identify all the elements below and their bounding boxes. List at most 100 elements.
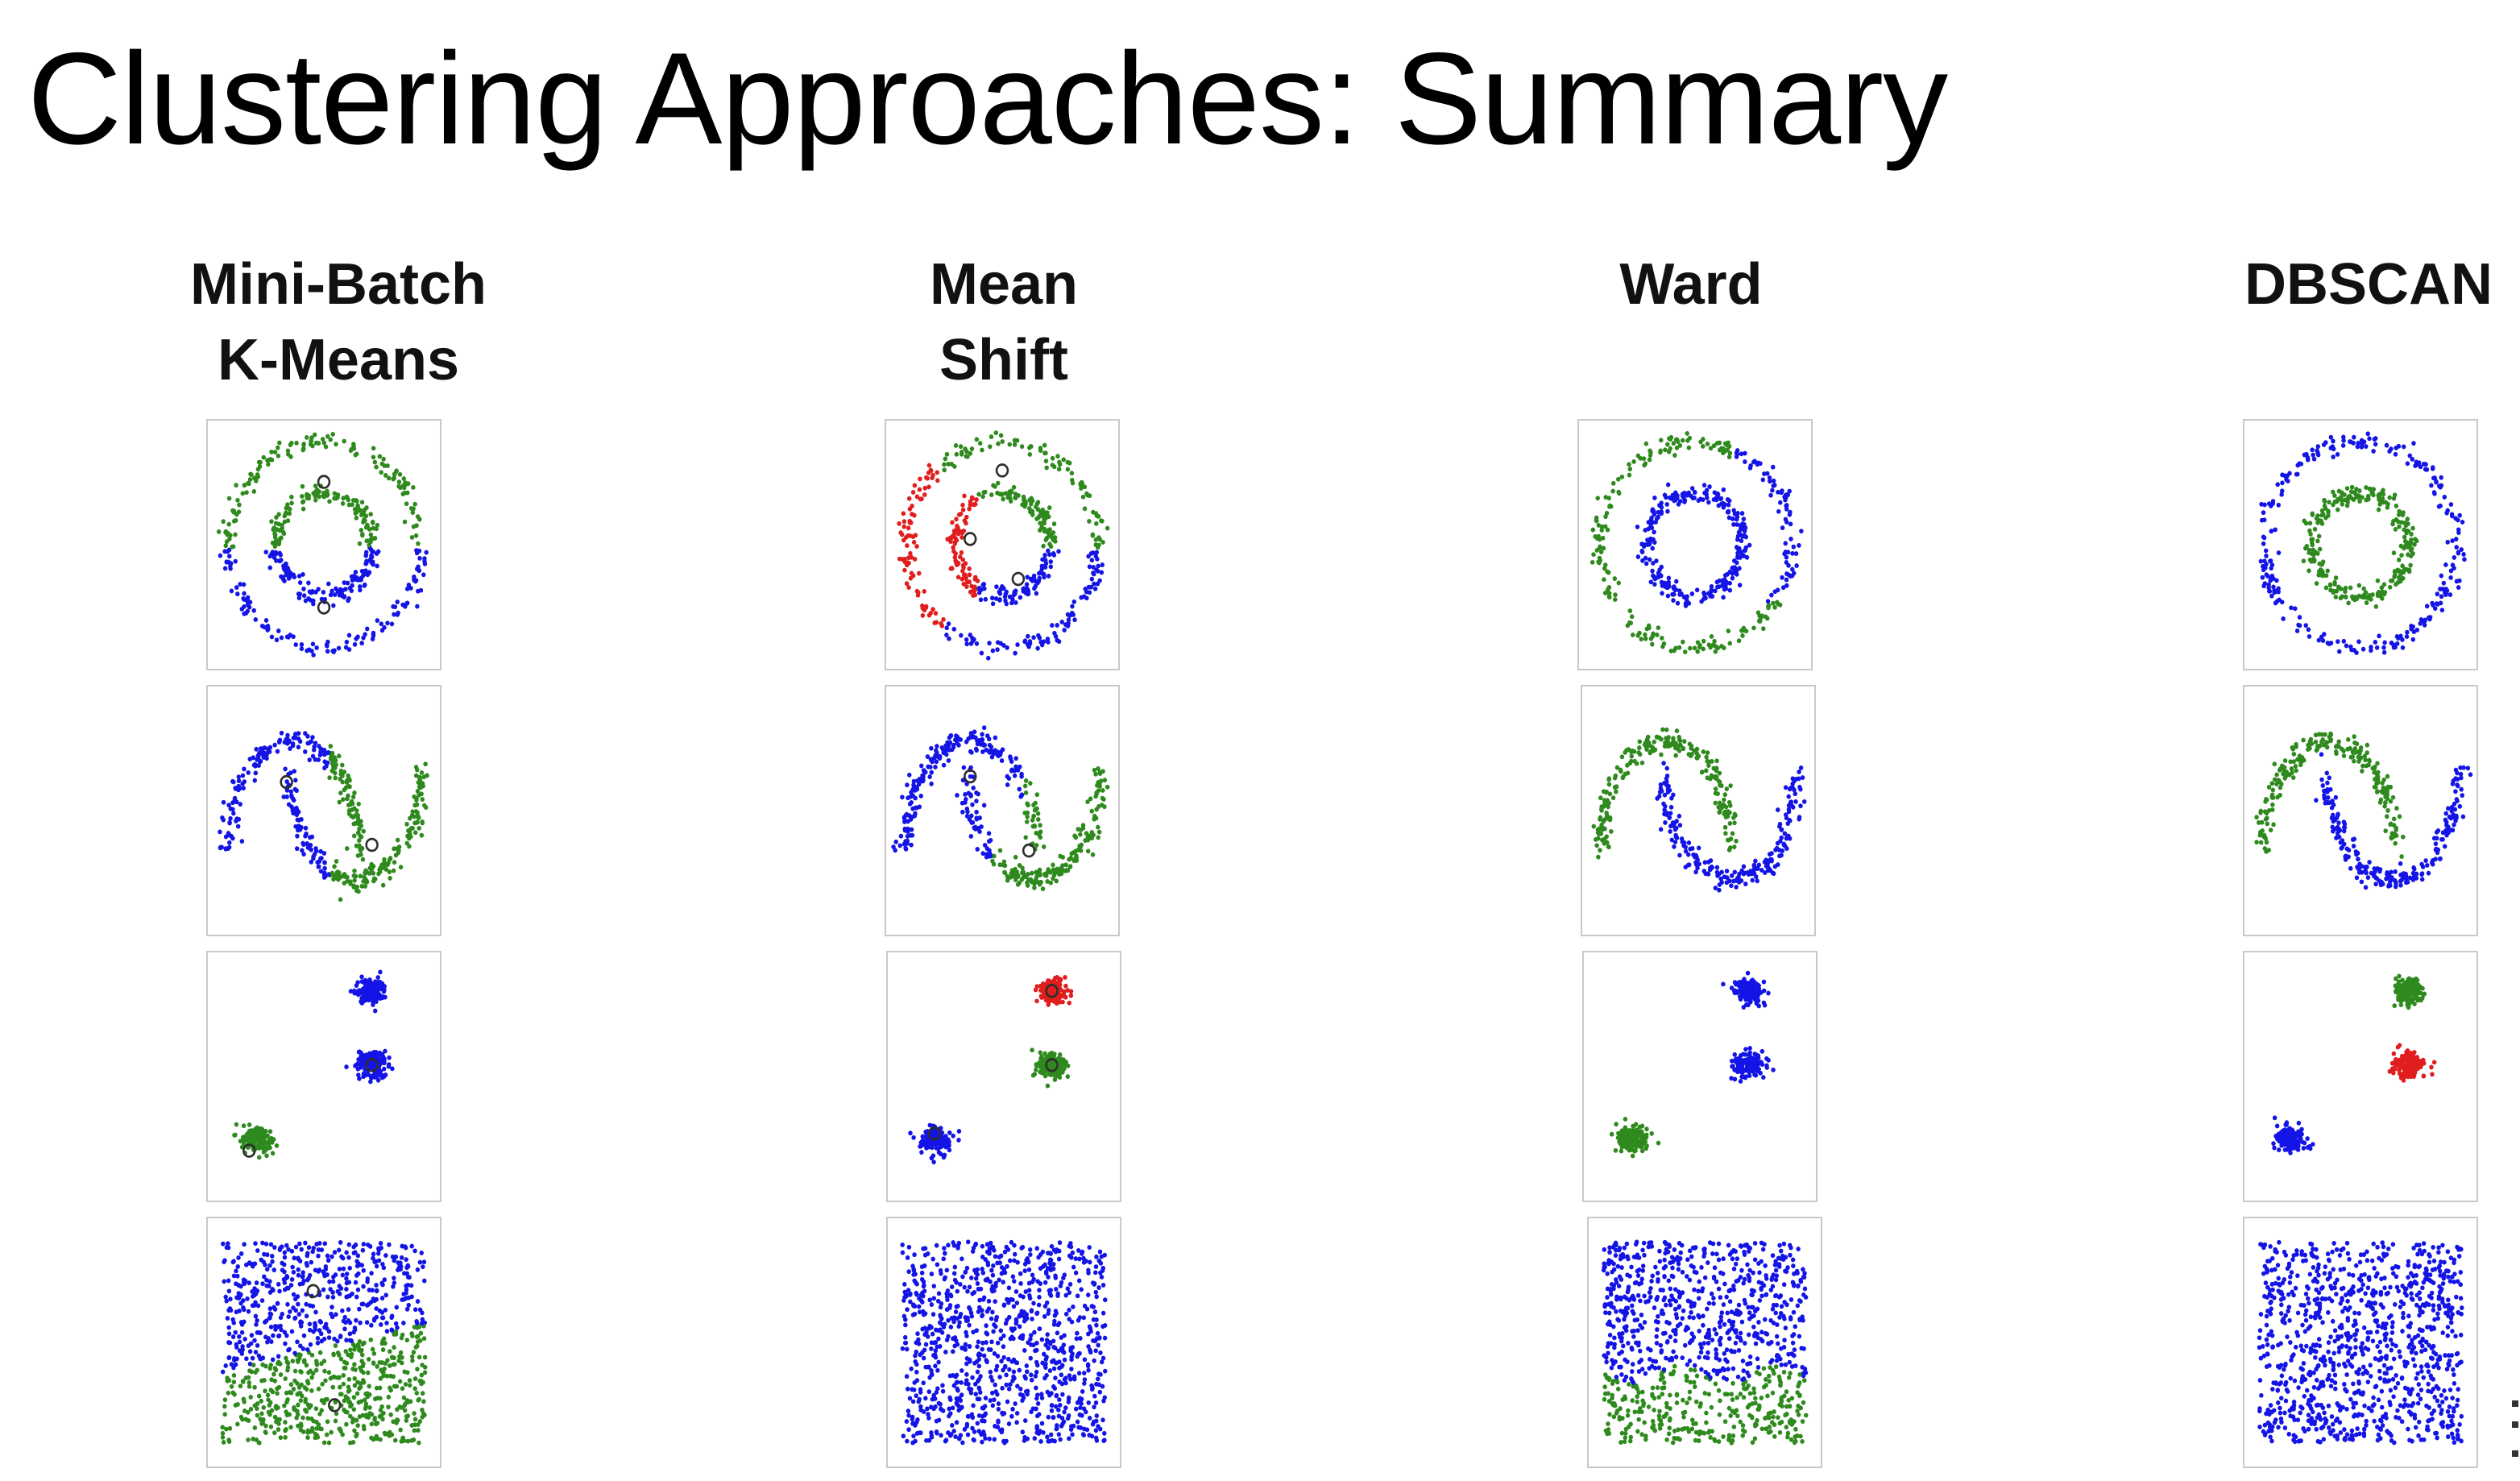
data-point: [2381, 582, 2387, 587]
data-point: [2329, 799, 2335, 805]
data-point: [1613, 1147, 1619, 1153]
data-point: [1652, 495, 1657, 500]
data-point: [379, 1052, 385, 1057]
data-point: [1725, 814, 1730, 819]
data-point: [357, 826, 362, 832]
data-point: [230, 778, 235, 784]
data-point: [1726, 628, 1731, 633]
data-point: [1068, 993, 1074, 998]
data-point: [933, 1139, 938, 1145]
data-point: [1685, 438, 1690, 443]
data-point: [1046, 574, 1051, 579]
data-point: [2439, 475, 2443, 480]
data-point: [1675, 439, 1681, 445]
data-point: [1014, 438, 1020, 443]
data-point: [1665, 508, 1670, 514]
data-point: [2341, 438, 2346, 443]
data-point: [2459, 775, 2464, 781]
data-point: [2385, 874, 2390, 880]
data-point: [1743, 882, 1748, 887]
data-point: [1038, 521, 1042, 526]
data-point: [308, 843, 313, 848]
data-point: [1612, 775, 1618, 781]
data-point: [949, 462, 954, 467]
data-point: [1643, 441, 1649, 446]
data-point: [956, 1137, 961, 1143]
data-point: [1079, 595, 1084, 600]
data-point: [997, 848, 1003, 853]
data-point: [2263, 548, 2269, 554]
data-point: [974, 809, 979, 815]
data-point: [1056, 467, 1062, 472]
data-point: [1040, 565, 1046, 570]
data-point: [1652, 529, 1656, 535]
data-point: [346, 502, 352, 508]
data-point: [269, 634, 275, 640]
data-point: [2287, 772, 2292, 778]
data-point: [341, 797, 346, 803]
data-point: [2314, 516, 2319, 521]
data-point: [979, 650, 984, 656]
data-point: [412, 803, 417, 808]
data-point: [1096, 824, 1100, 830]
data-point: [914, 494, 920, 500]
data-point: [1660, 635, 1664, 641]
data-point: [974, 816, 979, 822]
data-point: [2454, 797, 2460, 803]
data-point: [2432, 491, 2437, 496]
data-point: [374, 464, 379, 470]
data-point: [2399, 877, 2404, 883]
data-point: [1652, 540, 1657, 546]
data-point: [2393, 869, 2398, 874]
data-point: [924, 1137, 930, 1143]
data-point: [969, 446, 975, 451]
data-point: [2356, 749, 2361, 754]
data-point: [370, 549, 375, 554]
data-point: [1694, 746, 1700, 752]
data-point: [1030, 1072, 1036, 1078]
data-point: [368, 512, 373, 517]
data-point: [1055, 454, 1060, 459]
data-point: [1086, 554, 1091, 559]
data-point: [2393, 840, 2398, 846]
data-point: [2359, 879, 2365, 885]
data-point: [987, 848, 992, 853]
data-point: [1627, 467, 1633, 472]
data-point: [244, 598, 250, 604]
data-point: [2269, 781, 2275, 786]
data-point: [327, 775, 332, 781]
data-point: [325, 434, 330, 439]
data-point: [2438, 484, 2443, 490]
data-point: [344, 846, 350, 851]
data-point: [1772, 604, 1777, 610]
data-point: [333, 770, 338, 776]
data-point: [1035, 645, 1040, 651]
data-point: [1737, 583, 1743, 588]
data-point: [2344, 503, 2350, 508]
data-point: [301, 852, 306, 857]
data-point: [925, 475, 930, 481]
data-point: [963, 800, 968, 805]
data-point: [2319, 777, 2324, 782]
data-point: [2444, 819, 2449, 825]
data-point: [2356, 754, 2361, 760]
data-point: [1063, 983, 1068, 989]
data-point: [417, 778, 423, 783]
data-point: [1797, 542, 1801, 548]
data-point: [423, 761, 428, 767]
data-point: [1722, 587, 1727, 592]
data-point: [1052, 1062, 1057, 1068]
cluster-center: [964, 532, 977, 546]
data-point: [1082, 506, 1088, 512]
data-point: [1015, 642, 1020, 648]
data-point: [1039, 1054, 1044, 1060]
data-point: [914, 544, 919, 549]
data-point: [969, 495, 975, 500]
data-point: [930, 475, 935, 480]
data-point: [2373, 436, 2378, 442]
data-point: [908, 550, 913, 556]
data-point: [1606, 804, 1610, 810]
data-point: [348, 989, 354, 994]
data-point: [1668, 446, 1672, 451]
data-point: [1093, 542, 1099, 548]
